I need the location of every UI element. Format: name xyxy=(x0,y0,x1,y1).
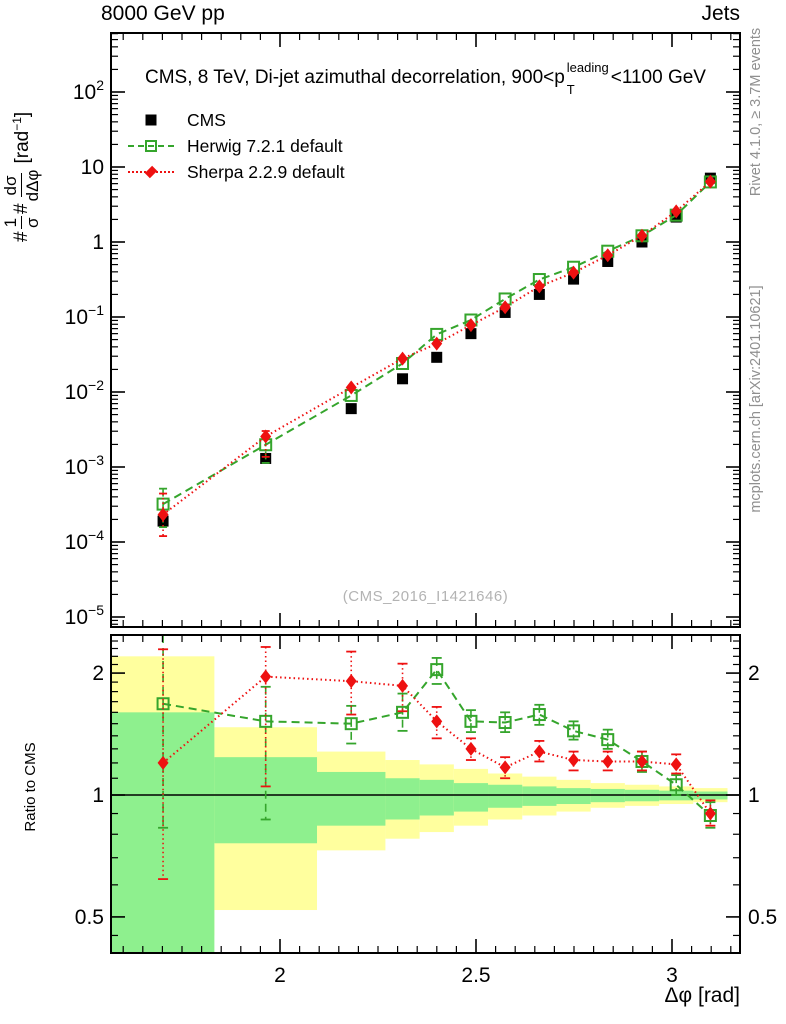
analysis-id-watermark: (CMS_2016_I1421646) xyxy=(342,588,509,605)
x-axis-title: Δφ [rad] xyxy=(664,984,741,1007)
svg-text:2: 2 xyxy=(92,662,104,685)
svg-text:10−1: 10−1 xyxy=(65,302,105,329)
legend-item-sherpa: Sherpa 2.2.9 default xyxy=(128,159,345,185)
main-series-sherpa xyxy=(157,174,716,537)
ylabel-hash2: # xyxy=(11,203,32,214)
svg-text:3: 3 xyxy=(666,964,678,987)
open-square-icon xyxy=(145,140,157,152)
legend: CMS Herwig 7.2.1 default Sherpa 2.2.9 de… xyxy=(128,107,345,185)
plot-title-post: <1100 GeV xyxy=(610,66,706,88)
svg-text:102: 102 xyxy=(73,77,104,104)
svg-text:0.5: 0.5 xyxy=(75,906,104,929)
legend-label-cms: CMS xyxy=(187,109,226,130)
svg-text:10: 10 xyxy=(81,156,104,179)
pt-superscript-stack: leading T xyxy=(567,61,609,96)
cms-marker-sample xyxy=(128,112,174,128)
svg-text:10−4: 10−4 xyxy=(65,527,105,554)
analysis-group-label: Jets xyxy=(701,2,740,25)
mcplots-arxiv-note: mcplots.cern.ch [arXiv:2401.10621] xyxy=(748,285,764,513)
legend-item-cms: CMS xyxy=(128,107,345,133)
rivet-version-note: Rivet 4.1.0, ≥ 3.7M events xyxy=(748,27,764,197)
svg-text:1: 1 xyxy=(92,784,104,807)
plot-title-pre: CMS, 8 TeV, Di-jet azimuthal decorrelati… xyxy=(144,66,565,88)
ylabel-hash1: # xyxy=(11,231,32,242)
pt-subscript: T xyxy=(566,82,575,97)
svg-text:1: 1 xyxy=(748,784,760,807)
plot-title: CMS, 8 TeV, Di-jet azimuthal decorrelati… xyxy=(111,60,740,96)
legend-item-herwig: Herwig 7.2.1 default xyxy=(128,133,345,159)
svg-text:10−2: 10−2 xyxy=(65,377,105,404)
main-y-axis-title: # 1 σ # dσ dΔφ [rad−1] xyxy=(1,30,42,242)
ylabel-frac2: dσ dΔφ xyxy=(1,169,42,202)
legend-label-sherpa: Sherpa 2.2.9 default xyxy=(187,161,345,182)
ratio-series-sherpa xyxy=(157,646,716,880)
main-series-herwig xyxy=(156,175,717,528)
herwig-marker-sample xyxy=(128,138,174,154)
tick-labels: 102 10 1 10−1 10−2 10−3 10−4 10−5 2 2 1 1 0.5 0.5 2 2.5… xyxy=(65,77,778,987)
dashed-line-icon xyxy=(128,145,174,147)
svg-text:0.5: 0.5 xyxy=(748,906,777,929)
svg-text:2.5: 2.5 xyxy=(461,964,490,987)
ylabel-frac1: 1 σ xyxy=(1,215,42,230)
beam-label: 8000 GeV pp xyxy=(101,2,225,25)
ratio-y-axis-title: Ratio to CMS xyxy=(22,742,39,832)
sherpa-marker-sample xyxy=(128,164,174,180)
svg-text:10−3: 10−3 xyxy=(65,452,105,479)
svg-text:2: 2 xyxy=(748,662,760,685)
filled-square-icon xyxy=(145,114,157,126)
legend-label-herwig: Herwig 7.2.1 default xyxy=(187,135,343,156)
pt-superscript: leading xyxy=(566,60,609,75)
filled-diamond-icon xyxy=(144,165,158,179)
svg-text:1: 1 xyxy=(92,231,104,254)
svg-text:2: 2 xyxy=(274,964,286,987)
ylabel-unit: [rad−1] xyxy=(10,111,33,164)
ratio-series-herwig xyxy=(156,635,717,829)
svg-text:10−5: 10−5 xyxy=(65,602,105,629)
axes-and-ticks xyxy=(110,32,741,954)
